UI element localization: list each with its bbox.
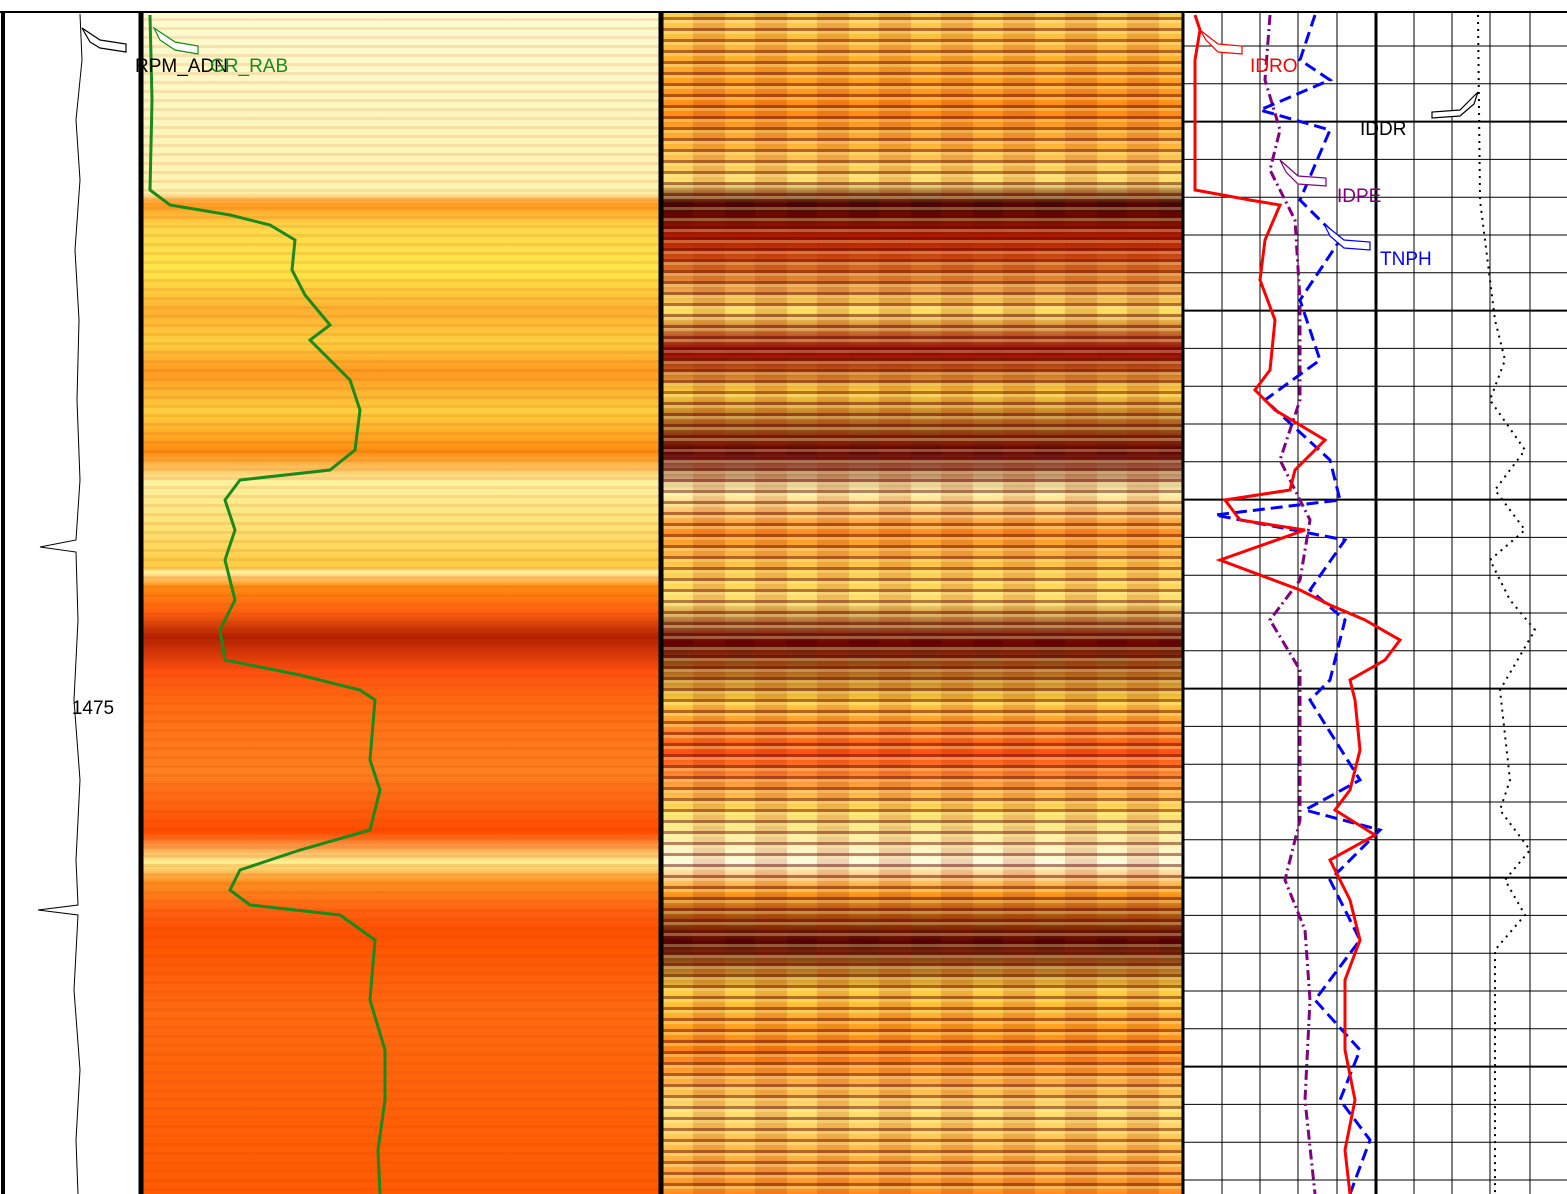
density-image-track bbox=[663, 12, 1182, 1194]
idpe-curve bbox=[1263, 14, 1317, 1194]
depth-curve bbox=[37, 13, 83, 1194]
depth-label: 1475 bbox=[72, 698, 114, 719]
curve-label: IDRO bbox=[1250, 56, 1298, 77]
iddr-curve bbox=[1477, 14, 1537, 1194]
idro-curve bbox=[1193, 14, 1403, 1194]
curve-label: TNPH bbox=[1380, 249, 1432, 270]
curve-label: GR_RAB bbox=[210, 56, 288, 77]
curve-label: IDDR bbox=[1360, 119, 1406, 140]
curve-label: IDPE bbox=[1337, 186, 1381, 207]
curve-label: RPM_ADN bbox=[135, 56, 228, 77]
tnph-curve bbox=[1214, 14, 1383, 1194]
gr-image-track bbox=[143, 12, 660, 1194]
grid bbox=[1184, 12, 1567, 1194]
label-arrows bbox=[81, 26, 1479, 251]
gr-curve bbox=[148, 14, 387, 1194]
